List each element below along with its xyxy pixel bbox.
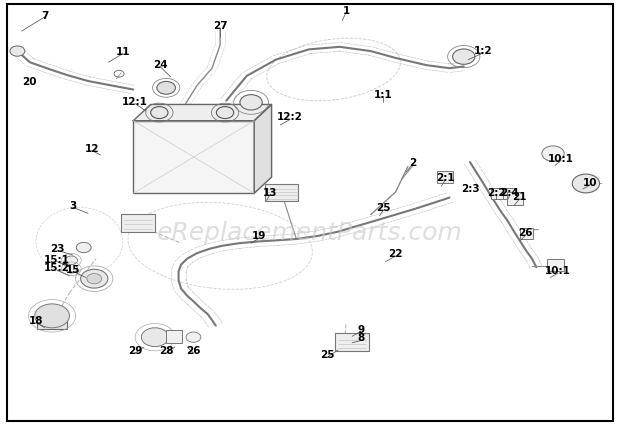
Circle shape: [572, 175, 600, 193]
Text: 13: 13: [262, 187, 277, 198]
Text: 18: 18: [29, 315, 43, 325]
Text: 27: 27: [213, 21, 228, 32]
Text: 8: 8: [357, 332, 365, 343]
Bar: [507, 193, 523, 205]
Text: 2:3: 2:3: [461, 183, 479, 193]
Bar: [166, 330, 182, 343]
Bar: [335, 334, 369, 351]
Circle shape: [186, 332, 201, 343]
Bar: [503, 189, 516, 199]
Bar: [133, 121, 254, 194]
Circle shape: [65, 265, 78, 273]
Text: 12:2: 12:2: [277, 112, 303, 122]
Text: 9: 9: [357, 324, 365, 334]
Text: 26: 26: [518, 227, 533, 237]
Circle shape: [65, 256, 78, 265]
Text: 1:2: 1:2: [474, 46, 493, 56]
Text: 20: 20: [22, 77, 37, 87]
Polygon shape: [133, 105, 272, 121]
Circle shape: [157, 82, 175, 95]
Circle shape: [35, 304, 69, 328]
Text: 10:1: 10:1: [548, 153, 574, 164]
Text: 25: 25: [376, 203, 391, 213]
Text: 23: 23: [50, 243, 64, 253]
Text: 24: 24: [153, 60, 167, 70]
Text: 22: 22: [388, 248, 403, 259]
Bar: [547, 259, 564, 272]
Circle shape: [542, 147, 564, 162]
Text: 15:1: 15:1: [44, 254, 70, 264]
Text: 12: 12: [84, 143, 99, 153]
Text: 28: 28: [159, 345, 174, 355]
Text: 12:1: 12:1: [122, 96, 148, 106]
Circle shape: [240, 95, 262, 111]
Circle shape: [453, 50, 475, 65]
Bar: [520, 229, 533, 239]
Text: 10: 10: [583, 177, 598, 187]
Bar: [121, 214, 155, 232]
Text: eReplacementParts.com: eReplacementParts.com: [157, 220, 463, 244]
Text: 3: 3: [69, 200, 77, 210]
Text: 2:4: 2:4: [500, 187, 519, 198]
Text: 19: 19: [252, 230, 267, 240]
Bar: [37, 311, 67, 329]
Text: 21: 21: [512, 192, 527, 202]
Circle shape: [216, 107, 234, 119]
Bar: [491, 189, 503, 199]
Text: 2:2: 2:2: [487, 187, 505, 198]
Circle shape: [76, 243, 91, 253]
Text: 7: 7: [41, 11, 48, 21]
Text: 29: 29: [128, 345, 143, 355]
Bar: [437, 171, 453, 184]
Circle shape: [10, 47, 25, 57]
Text: 15:2: 15:2: [44, 262, 70, 273]
Circle shape: [81, 270, 108, 288]
Circle shape: [151, 107, 168, 119]
Text: 11: 11: [115, 47, 130, 57]
Bar: [265, 185, 298, 201]
Text: 10:1: 10:1: [545, 265, 571, 276]
Circle shape: [141, 328, 169, 347]
Text: 26: 26: [186, 345, 201, 355]
Circle shape: [87, 274, 102, 284]
Text: 15: 15: [66, 264, 81, 274]
Polygon shape: [254, 105, 272, 194]
Text: 1: 1: [342, 6, 350, 16]
Text: 2: 2: [409, 158, 416, 168]
Text: 25: 25: [320, 349, 335, 360]
Text: 2:1: 2:1: [436, 173, 454, 183]
Text: 1:1: 1:1: [374, 89, 392, 100]
